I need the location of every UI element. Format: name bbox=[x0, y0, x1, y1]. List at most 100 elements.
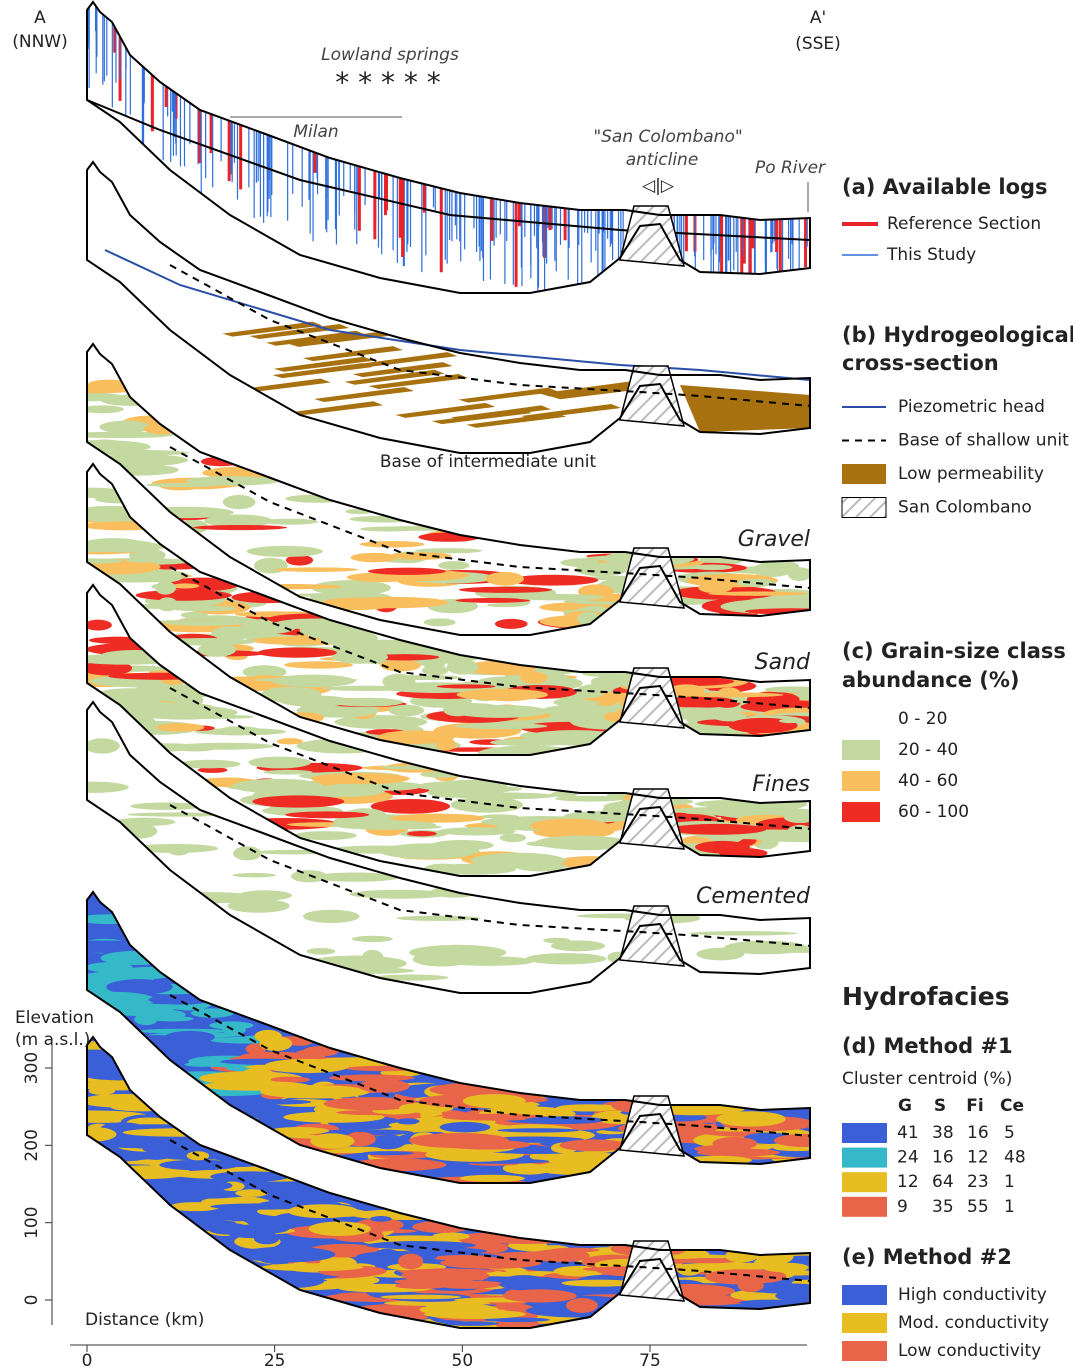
facies-patch bbox=[111, 1138, 216, 1148]
facies-patch bbox=[130, 843, 219, 853]
facies-patch bbox=[261, 518, 319, 525]
low-permeability bbox=[302, 346, 403, 362]
label: (SSE) bbox=[795, 34, 841, 54]
legend-label: Mod. conductivity bbox=[898, 1313, 1049, 1333]
label: (NNW) bbox=[12, 32, 68, 52]
facies-patch bbox=[130, 802, 203, 810]
facies-patch bbox=[285, 554, 314, 566]
facies-patch bbox=[207, 1222, 250, 1235]
facies-patch bbox=[350, 552, 398, 563]
facies-patch bbox=[566, 825, 624, 833]
panel-label: Sand bbox=[755, 650, 811, 675]
facies-patch bbox=[274, 567, 359, 572]
facies-patch bbox=[239, 1246, 336, 1263]
legend-title: (c) Grain-size class bbox=[842, 639, 1066, 663]
facies-patch bbox=[328, 1074, 415, 1082]
facies-patch bbox=[222, 1025, 246, 1035]
legend-title: (a) Available logs bbox=[842, 175, 1048, 199]
low-permeability bbox=[314, 387, 415, 403]
facies-patch bbox=[497, 1128, 580, 1133]
facies-patch bbox=[294, 831, 357, 841]
facies-patch bbox=[737, 1279, 764, 1293]
facies-patch bbox=[491, 864, 516, 873]
facies-patch bbox=[87, 1080, 162, 1091]
section-outline bbox=[86, 342, 811, 636]
facies-patch bbox=[287, 1204, 359, 1219]
legend-label: 60 - 100 bbox=[898, 802, 969, 822]
facies-patch bbox=[680, 1258, 740, 1264]
facies-patch bbox=[668, 684, 705, 697]
facies-patch bbox=[458, 586, 553, 593]
facies-patch bbox=[221, 726, 258, 732]
facies-patch bbox=[233, 583, 343, 590]
legend-label: 20 - 40 bbox=[898, 740, 958, 760]
centroid-value: 5 bbox=[1004, 1123, 1015, 1143]
facies-patch bbox=[380, 659, 421, 672]
legend-label: Low conductivity bbox=[898, 1341, 1041, 1361]
legend-swatch bbox=[842, 1172, 887, 1193]
facies-patch bbox=[525, 953, 607, 965]
facies-patch bbox=[87, 558, 123, 564]
section-fill bbox=[87, 162, 810, 453]
facies-patch bbox=[452, 704, 549, 718]
facies-patch bbox=[169, 1202, 221, 1212]
x-tick-label: 50 bbox=[452, 1351, 474, 1369]
legend-swatch bbox=[841, 497, 887, 518]
facies-patch bbox=[113, 1124, 195, 1129]
label: A' bbox=[810, 8, 826, 28]
facies-patch bbox=[676, 692, 784, 698]
facies-patch bbox=[712, 711, 747, 722]
facies-patch bbox=[87, 1093, 163, 1108]
facies-patch bbox=[171, 583, 200, 589]
label: Base of intermediate unit bbox=[380, 452, 597, 472]
facies-patch bbox=[299, 624, 362, 637]
facies-patch bbox=[435, 737, 456, 751]
facies-patch bbox=[98, 701, 153, 709]
facies-patch bbox=[669, 807, 772, 815]
facies-patch bbox=[550, 1247, 600, 1253]
facies-patch bbox=[565, 1298, 598, 1313]
facies-patch bbox=[87, 431, 174, 439]
facies-patch bbox=[87, 900, 129, 911]
facies-patch bbox=[250, 1278, 327, 1283]
facies-patch bbox=[257, 647, 337, 658]
section-body bbox=[222, 321, 810, 432]
facies-patch bbox=[499, 833, 527, 843]
legend-swatch bbox=[842, 1147, 887, 1168]
panel-label: Cemented bbox=[696, 884, 811, 909]
facies-patch bbox=[311, 580, 391, 596]
column-header: S bbox=[934, 1096, 946, 1116]
facies-patch bbox=[385, 675, 462, 681]
facies-patch bbox=[377, 730, 455, 745]
facies-patch bbox=[177, 759, 241, 769]
facies-patch bbox=[127, 812, 230, 817]
facies-patch bbox=[290, 593, 377, 598]
facies-patch bbox=[303, 1046, 339, 1057]
low-permeability bbox=[680, 385, 810, 432]
facies-patch bbox=[359, 541, 425, 548]
facies-patch bbox=[159, 1159, 240, 1171]
low-permeability bbox=[266, 330, 367, 346]
centroid-value: 23 bbox=[967, 1172, 989, 1192]
section bbox=[86, 462, 811, 756]
axes: Elevation (m a.s.l.) Distance (km) 0 100 2… bbox=[15, 1008, 807, 1369]
facies-patch bbox=[261, 1263, 364, 1272]
centroid-value: 55 bbox=[967, 1197, 989, 1217]
legend-label: 40 - 60 bbox=[898, 771, 958, 791]
facies-patch bbox=[285, 811, 370, 819]
legend-title: Hydrofacies bbox=[842, 982, 1010, 1011]
facies-patch bbox=[460, 1281, 502, 1286]
facies-patch bbox=[756, 816, 810, 833]
facies-patch bbox=[108, 672, 215, 680]
facies-patch bbox=[148, 994, 214, 1005]
legend-swatch bbox=[842, 1341, 887, 1361]
facies-patch bbox=[87, 506, 160, 512]
centroid-value: 9 bbox=[897, 1197, 908, 1217]
facies-patch bbox=[542, 704, 620, 715]
legend-subtitle: Cluster centroid (%) bbox=[842, 1069, 1012, 1089]
facies-patch bbox=[87, 440, 151, 454]
facies-patch bbox=[336, 1292, 378, 1298]
facies-patch bbox=[520, 671, 548, 684]
facies-patch bbox=[339, 596, 449, 609]
